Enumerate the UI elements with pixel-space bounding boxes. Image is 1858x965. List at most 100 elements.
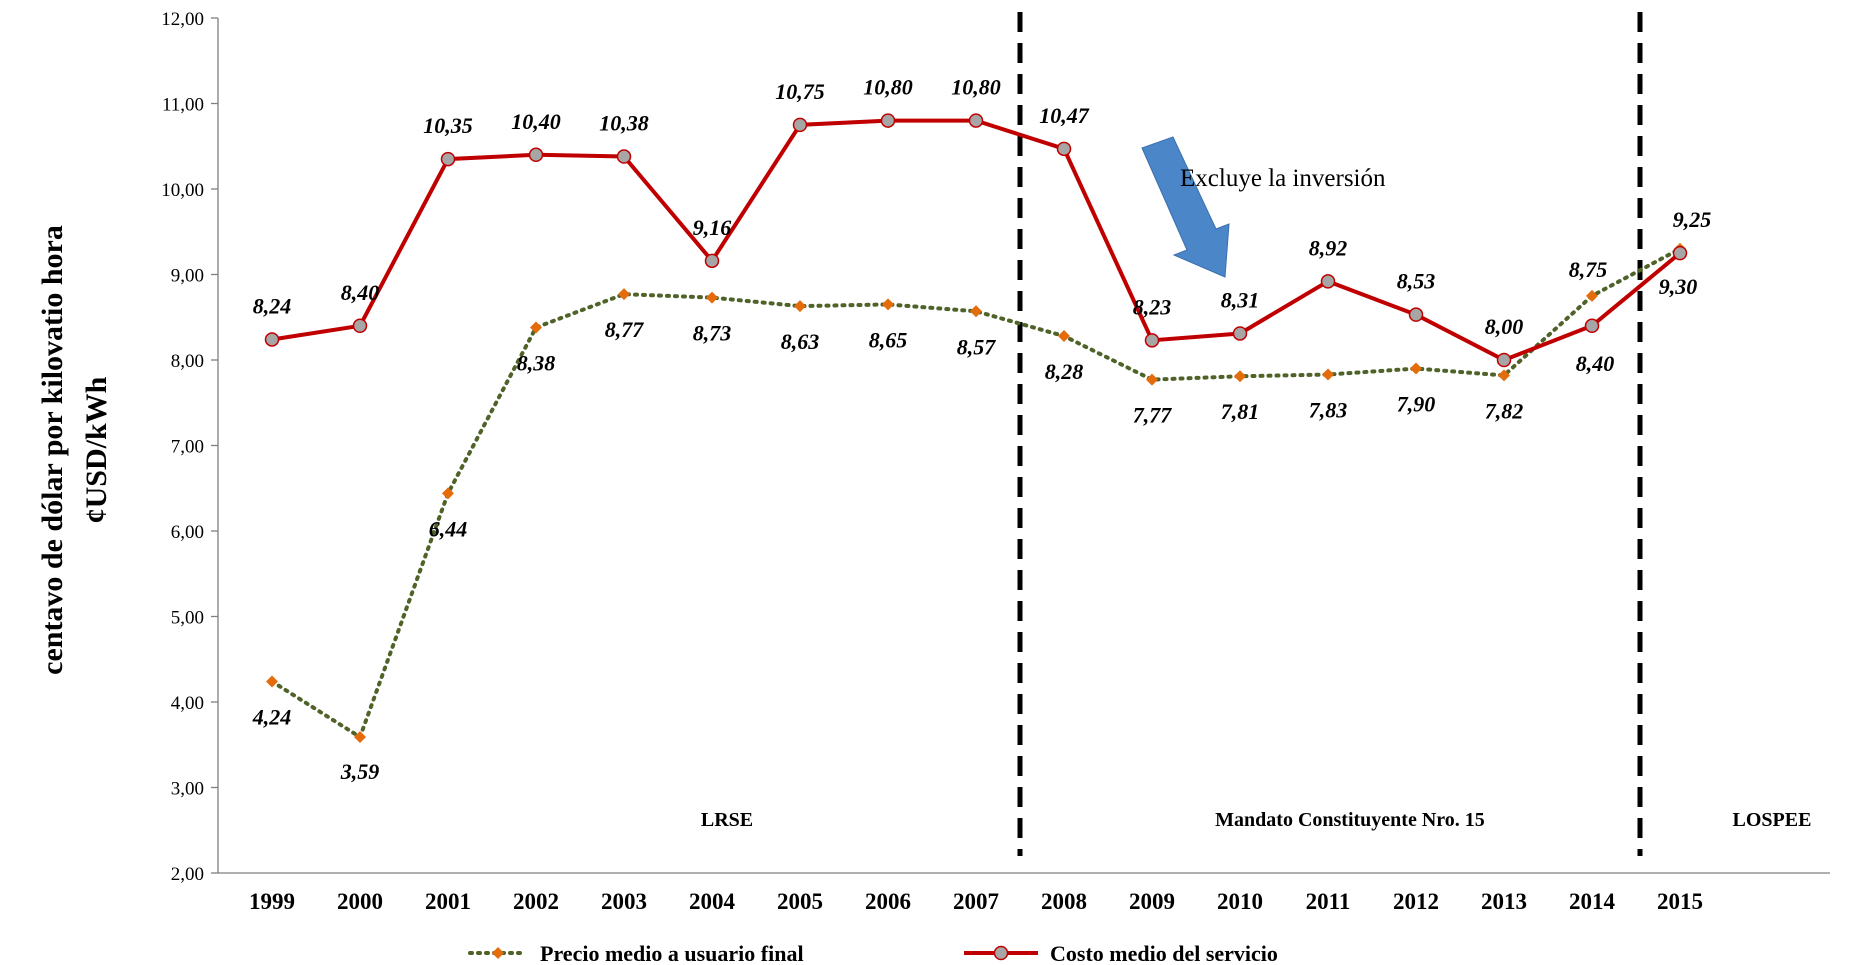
precio-data-label: 8,73 xyxy=(693,321,732,346)
annotation-text: Excluye la inversión xyxy=(1180,165,1386,192)
costo-point xyxy=(1672,245,1688,261)
y-tick-label: 7,00 xyxy=(171,437,204,458)
period-label: Mandato Constituyente Nro. 15 xyxy=(1215,809,1485,831)
x-tick-label: 2009 xyxy=(1129,889,1175,914)
costo-data-label: 8,53 xyxy=(1397,269,1436,294)
precio-data-label: 7,81 xyxy=(1221,399,1260,424)
precio-point xyxy=(618,288,630,301)
costo-point xyxy=(880,113,896,128)
precio-data-label: 8,63 xyxy=(781,329,820,354)
precio-data-label: 7,90 xyxy=(1397,392,1436,417)
down-arrow-icon xyxy=(1141,136,1230,278)
costo-data-label: 8,92 xyxy=(1309,235,1348,260)
precio-point xyxy=(794,300,806,313)
costo-point xyxy=(1408,307,1424,322)
costo-point xyxy=(528,147,544,163)
costo-data-label: 9,25 xyxy=(1673,207,1712,232)
precio-point xyxy=(442,487,454,500)
precio-data-label: 8,57 xyxy=(957,334,997,359)
precio-data-label: 8,65 xyxy=(869,327,908,352)
series-group xyxy=(264,113,1688,744)
precio-data-label: 3,59 xyxy=(340,759,380,784)
x-tick-label: 2002 xyxy=(513,889,559,914)
costo-point xyxy=(968,113,984,128)
period-label: LOSPEE xyxy=(1733,809,1812,831)
costo-point xyxy=(264,332,280,347)
precio-point xyxy=(354,731,366,744)
precio-data-label: 6,44 xyxy=(429,516,468,541)
x-tick-label: 2003 xyxy=(601,889,647,914)
precio-point xyxy=(1322,368,1334,381)
precio-point xyxy=(1586,289,1598,302)
x-tick-label: 2010 xyxy=(1217,889,1263,914)
period-dividers xyxy=(1017,12,1643,856)
data-labels: 8,24 8,40 10,35 10,40 10,38 9,16 10,75 10,80 10,… xyxy=(252,75,1712,784)
x-tick-label: 2000 xyxy=(337,889,383,914)
precio-data-label: 7,83 xyxy=(1309,398,1348,423)
precio-data-label: 7,77 xyxy=(1133,403,1173,428)
y-tick-label: 6,00 xyxy=(171,522,204,543)
precio-point xyxy=(970,305,982,318)
y-axis-title-line2: ¢USD/kWh xyxy=(80,376,113,523)
costo-point xyxy=(1584,318,1600,334)
y-tick-label: 3,00 xyxy=(171,779,204,800)
precio-point xyxy=(1498,369,1510,382)
legend-costo-label: Costo medio del servicio xyxy=(1050,941,1278,965)
costo-data-label: 10,75 xyxy=(775,79,825,104)
legend-costo-marker xyxy=(993,945,1009,961)
costo-data-label: 8,24 xyxy=(253,293,292,318)
costo-data-label: 9,16 xyxy=(693,215,732,240)
precio-data-label: 8,77 xyxy=(605,317,645,342)
costo-data-label: 10,35 xyxy=(423,113,473,138)
x-tick-label: 2011 xyxy=(1306,889,1351,914)
costo-point xyxy=(1232,326,1248,341)
precio-data-label: 7,82 xyxy=(1485,398,1524,423)
precio-point xyxy=(882,298,894,311)
legend-precio-label: Precio medio a usuario final xyxy=(540,941,804,965)
y-tick-label: 11,00 xyxy=(162,95,204,116)
x-tick-label: 2012 xyxy=(1393,889,1439,914)
precio-data-label: 4,24 xyxy=(252,704,292,729)
precio-point xyxy=(1234,370,1246,383)
y-tick-label: 5,00 xyxy=(171,608,204,629)
precio-point xyxy=(706,291,718,304)
precio-data-label: 8,28 xyxy=(1045,359,1084,384)
x-tick-label: 2006 xyxy=(865,889,911,914)
precio-data-label: 8,75 xyxy=(1569,257,1608,282)
costo-point xyxy=(792,117,808,133)
x-tick-label: 2014 xyxy=(1569,889,1616,914)
costo-point xyxy=(616,149,632,164)
precio-data-label: 8,38 xyxy=(517,351,556,376)
period-label: LRSE xyxy=(701,809,753,831)
costo-point xyxy=(440,151,456,167)
x-axis: 1999 2000 2001 2002 2003 2004 2005 2006 2007 2008… xyxy=(218,872,1830,914)
x-tick-label: 2004 xyxy=(689,889,736,914)
y-tick-label: 9,00 xyxy=(171,266,204,287)
y-tick-label: 2,00 xyxy=(171,864,204,885)
series-line-precio xyxy=(270,246,1682,741)
costo-data-label: 8,40 xyxy=(1576,351,1615,376)
costo-data-label: 10,47 xyxy=(1039,103,1090,128)
precio-point xyxy=(1146,373,1158,386)
precio-point xyxy=(266,675,278,688)
costo-data-label: 8,40 xyxy=(341,280,380,305)
costo-point xyxy=(1320,274,1336,289)
costo-data-label: 10,80 xyxy=(863,75,913,100)
precio-point xyxy=(1058,330,1070,343)
costo-data-label: 8,00 xyxy=(1485,314,1524,339)
legend: Precio medio a usuario final Costo medio … xyxy=(468,941,1278,965)
costo-point xyxy=(352,318,368,334)
precio-data-label: 9,30 xyxy=(1659,274,1698,299)
y-tick-label: 10,00 xyxy=(161,180,204,201)
precio-point xyxy=(530,321,542,334)
y-axis-title: centavo de dólar por kilovatio hora ¢USD… xyxy=(36,225,113,675)
x-tick-label: 2015 xyxy=(1657,889,1703,914)
costo-point xyxy=(1056,141,1072,157)
precio-point xyxy=(1410,362,1422,375)
period-labels: LRSE Mandato Constituyente Nro. 15 LOSPEE xyxy=(701,809,1812,831)
x-tick-label: 2008 xyxy=(1041,889,1087,914)
costo-data-label: 10,40 xyxy=(511,109,561,134)
series-line-costo xyxy=(271,118,1682,363)
x-tick-label: 2013 xyxy=(1481,889,1527,914)
